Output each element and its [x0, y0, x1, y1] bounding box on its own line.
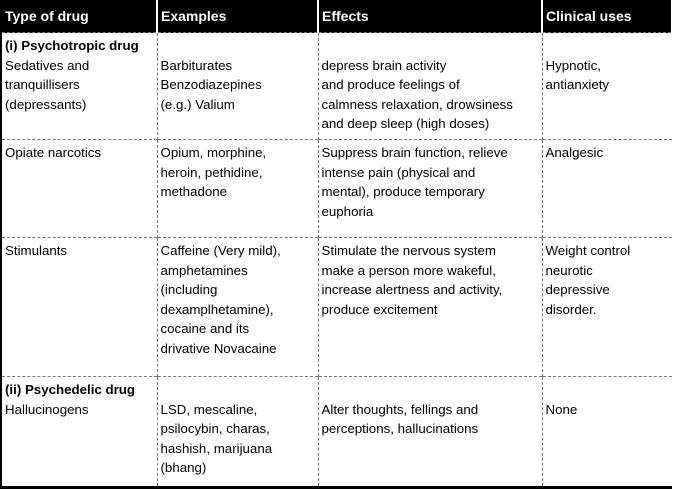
uses-cell: Weight control neurotic depressive disor… — [542, 237, 672, 377]
examples-cell: LSD, mescaline, psilocybin, charas, hash… — [157, 376, 319, 488]
type-text: Hallucinogens — [5, 401, 89, 417]
effects-cell: Stimulate the nervous system make a pers… — [318, 237, 543, 377]
table-row: (ii) Psychedelic drug Hallucinogens LSD, … — [1, 376, 672, 488]
uses-cell: None — [542, 376, 672, 488]
type-cell: (i) Psychotropic drug Sedatives and tranq… — [1, 32, 158, 140]
header-examples: Examples — [157, 0, 319, 33]
header-effects: Effects — [318, 0, 543, 33]
effects-cell: Alter thoughts, fellings and perceptions… — [318, 376, 543, 488]
effects-cell: depress brain activity and produce feeli… — [318, 32, 543, 140]
table-row: Opiate narcotics Opium, morphine, heroin… — [1, 139, 672, 238]
table-row: Stimulants Caffeine (Very mild), ampheta… — [1, 237, 672, 377]
type-cell: Opiate narcotics — [1, 139, 158, 238]
header-clinical-uses: Clinical uses — [542, 0, 673, 33]
uses-cell: Analgesic — [542, 139, 672, 238]
header-row: Type of drug Examples Effects Clinical u… — [1, 0, 673, 33]
type-text: Sedatives and tranquillisers (depressant… — [5, 57, 90, 112]
header-type: Type of drug — [1, 0, 158, 33]
effects-cell: Suppress brain function, relieve intense… — [318, 139, 543, 238]
table-row: (i) Psychotropic drug Sedatives and tranq… — [1, 32, 672, 140]
category-heading: (ii) Psychedelic drug — [5, 382, 136, 397]
category-heading: (i) Psychotropic drug — [5, 38, 139, 53]
type-cell: Stimulants — [1, 237, 158, 377]
examples-cell: Opium, morphine, heroin, pethidine, meth… — [157, 139, 319, 238]
examples-cell: Barbiturates Benzodiazepines (e.g.) Vali… — [157, 32, 319, 140]
type-cell: (ii) Psychedelic drug Hallucinogens — [1, 376, 158, 488]
uses-cell: Hypnotic, antianxiety — [542, 32, 672, 140]
examples-cell: Caffeine (Very mild), amphetamines (incl… — [157, 237, 319, 377]
